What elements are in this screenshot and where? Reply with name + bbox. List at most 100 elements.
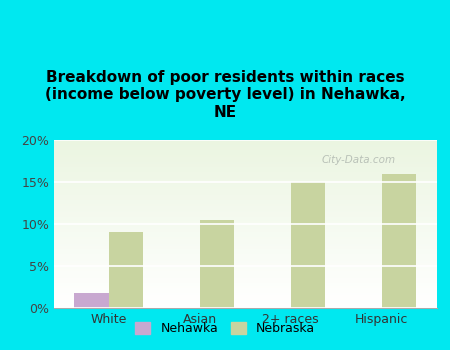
- Bar: [54, 157, 436, 159]
- Bar: [54, 190, 436, 192]
- Bar: [54, 160, 436, 162]
- Bar: [54, 291, 436, 293]
- Bar: [54, 276, 436, 278]
- Bar: [54, 180, 436, 182]
- Bar: [54, 301, 436, 303]
- Bar: [54, 207, 436, 209]
- Bar: [54, 186, 436, 187]
- Bar: [108, 232, 143, 308]
- Bar: [54, 219, 436, 220]
- Bar: [54, 249, 436, 251]
- Bar: [54, 148, 436, 150]
- Bar: [382, 174, 416, 308]
- Text: City-Data.com: City-Data.com: [322, 155, 396, 165]
- Bar: [54, 159, 436, 160]
- Bar: [54, 303, 436, 304]
- Bar: [54, 169, 436, 170]
- Bar: [291, 182, 325, 308]
- Bar: [54, 283, 436, 285]
- Bar: [200, 220, 234, 308]
- Bar: [54, 153, 436, 155]
- Bar: [54, 243, 436, 244]
- Bar: [54, 285, 436, 286]
- Bar: [54, 226, 436, 228]
- Legend: Nehawka, Nebraska: Nehawka, Nebraska: [130, 317, 320, 340]
- Bar: [54, 270, 436, 271]
- Bar: [54, 296, 436, 298]
- Bar: [54, 192, 436, 194]
- Bar: [54, 264, 436, 266]
- Bar: [54, 232, 436, 234]
- Bar: [54, 214, 436, 216]
- Bar: [54, 295, 436, 296]
- Bar: [54, 184, 436, 186]
- Bar: [54, 194, 436, 195]
- Bar: [54, 286, 436, 288]
- Bar: [54, 140, 436, 142]
- Bar: [54, 258, 436, 259]
- Bar: [54, 212, 436, 214]
- Bar: [54, 189, 436, 190]
- Bar: [54, 165, 436, 167]
- Bar: [54, 262, 436, 264]
- Bar: [54, 251, 436, 253]
- Bar: [54, 268, 436, 270]
- Bar: [54, 144, 436, 145]
- Bar: [54, 237, 436, 239]
- Bar: [54, 241, 436, 243]
- Bar: [54, 177, 436, 178]
- Bar: [54, 289, 436, 291]
- Bar: [54, 254, 436, 256]
- Bar: [54, 239, 436, 241]
- Bar: [54, 170, 436, 172]
- Bar: [54, 216, 436, 217]
- Bar: [54, 167, 436, 169]
- Bar: [54, 228, 436, 229]
- Bar: [54, 150, 436, 152]
- Bar: [54, 187, 436, 189]
- Bar: [54, 204, 436, 205]
- Bar: [54, 253, 436, 254]
- Bar: [54, 271, 436, 273]
- Bar: [54, 145, 436, 147]
- Bar: [54, 306, 436, 308]
- Bar: [54, 182, 436, 184]
- Bar: [54, 293, 436, 295]
- Bar: [54, 220, 436, 222]
- Bar: [54, 231, 436, 232]
- Bar: [54, 246, 436, 247]
- Bar: [54, 274, 436, 276]
- Bar: [54, 201, 436, 202]
- Bar: [54, 278, 436, 279]
- Bar: [54, 234, 436, 236]
- Bar: [54, 222, 436, 224]
- Bar: [54, 142, 436, 143]
- Bar: [54, 152, 436, 153]
- Bar: [54, 266, 436, 268]
- Bar: [54, 195, 436, 197]
- Bar: [54, 174, 436, 175]
- Bar: [54, 281, 436, 283]
- Bar: [54, 205, 436, 207]
- Bar: [54, 224, 436, 226]
- Bar: [54, 172, 436, 174]
- Bar: [54, 155, 436, 157]
- Bar: [54, 300, 436, 301]
- Bar: [54, 304, 436, 306]
- Bar: [54, 288, 436, 289]
- Bar: [54, 279, 436, 281]
- Bar: [54, 229, 436, 231]
- Bar: [54, 162, 436, 163]
- Bar: [54, 209, 436, 211]
- Bar: [74, 293, 108, 308]
- Bar: [54, 247, 436, 249]
- Bar: [54, 178, 436, 180]
- Bar: [54, 197, 436, 199]
- Bar: [54, 211, 436, 212]
- Bar: [54, 298, 436, 300]
- Bar: [54, 147, 436, 148]
- Bar: [54, 244, 436, 246]
- Bar: [54, 259, 436, 261]
- Bar: [54, 261, 436, 262]
- Bar: [54, 217, 436, 219]
